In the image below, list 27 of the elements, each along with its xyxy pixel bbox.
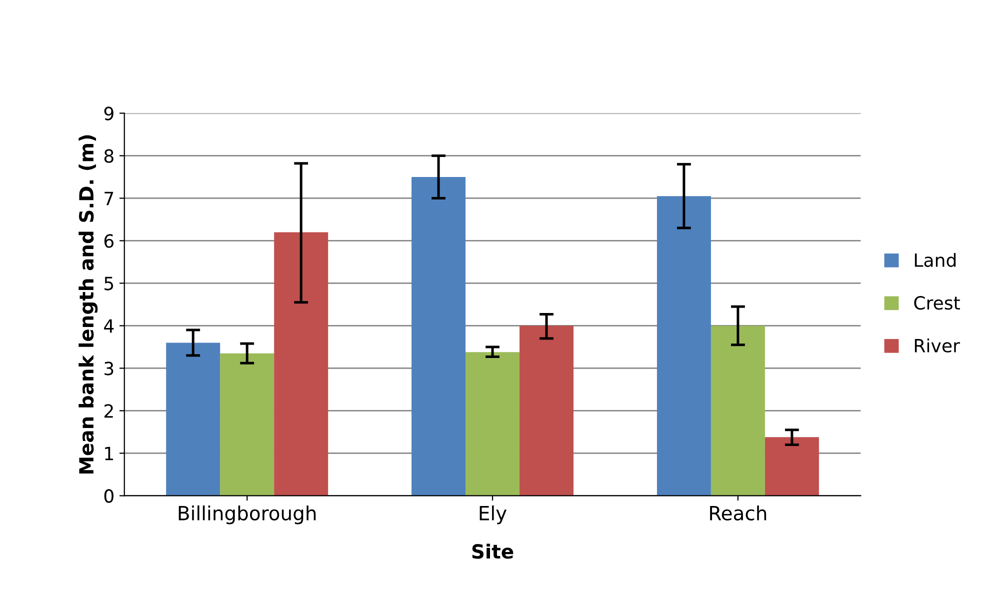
y-tick-label: 5 [104, 276, 114, 290]
y-axis-title: Mean bank length and S.D. (m) [78, 135, 98, 474]
y-tick-label: 4 [104, 319, 114, 333]
x-tick-label: Reach [710, 505, 766, 520]
x-tick-label: Billingborough [178, 505, 316, 524]
y-tick-label: 3 [104, 362, 114, 376]
x-tick-label: Ely [480, 505, 507, 524]
legend-label: Land [914, 252, 956, 267]
y-tick-label: 7 [104, 192, 114, 206]
bar [710, 326, 765, 496]
legend-label: Crest [914, 296, 960, 310]
bar [764, 437, 819, 496]
bar [412, 176, 466, 496]
y-tick-label: 0 [104, 489, 114, 503]
y-tick-label: 6 [104, 234, 114, 248]
legend-label: River [914, 338, 960, 352]
bar [166, 342, 220, 496]
y-tick-label: 1 [105, 446, 113, 460]
bar [656, 196, 711, 496]
y-tick-label: 8 [104, 149, 114, 163]
y-tick-label: 2 [104, 404, 113, 418]
y-tick-label: 9 [104, 106, 114, 120]
bar [520, 326, 574, 496]
bar [466, 352, 520, 496]
x-axis-title: Site [472, 544, 514, 559]
bar [274, 232, 328, 496]
bar [220, 353, 274, 496]
